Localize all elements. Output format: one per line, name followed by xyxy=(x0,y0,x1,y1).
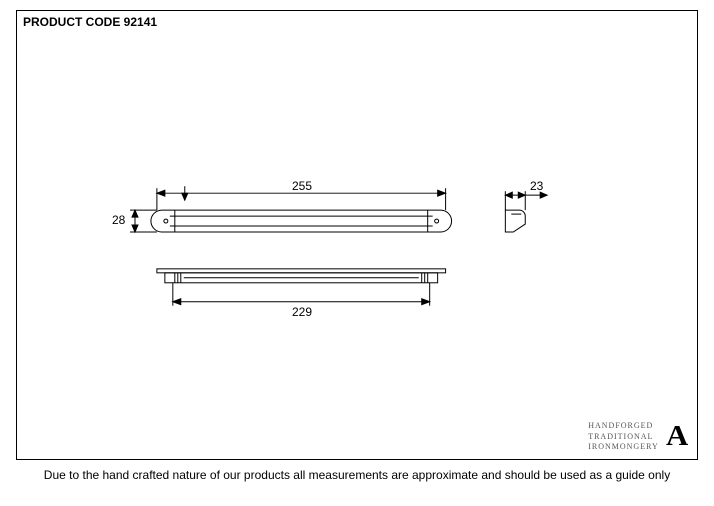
brand-line3: IRONMONGERY xyxy=(588,442,659,452)
dim-profile-depth: 23 xyxy=(530,179,543,193)
dim-overall-length: 255 xyxy=(292,179,312,193)
dim-center-to-center: 229 xyxy=(292,305,312,319)
brand-logo: HANDFORGED TRADITIONAL IRONMONGERY A xyxy=(588,421,687,453)
drawing-frame: PRODUCT CODE 92141 xyxy=(16,10,698,460)
brand-line1: HANDFORGED xyxy=(588,421,659,431)
brand-text: HANDFORGED TRADITIONAL IRONMONGERY xyxy=(588,421,659,452)
anvil-icon: A xyxy=(666,421,688,453)
technical-drawing xyxy=(17,11,697,459)
dim-height: 28 xyxy=(112,213,125,227)
disclaimer-text: Due to the hand crafted nature of our pr… xyxy=(0,468,714,482)
brand-line2: TRADITIONAL xyxy=(588,432,659,442)
